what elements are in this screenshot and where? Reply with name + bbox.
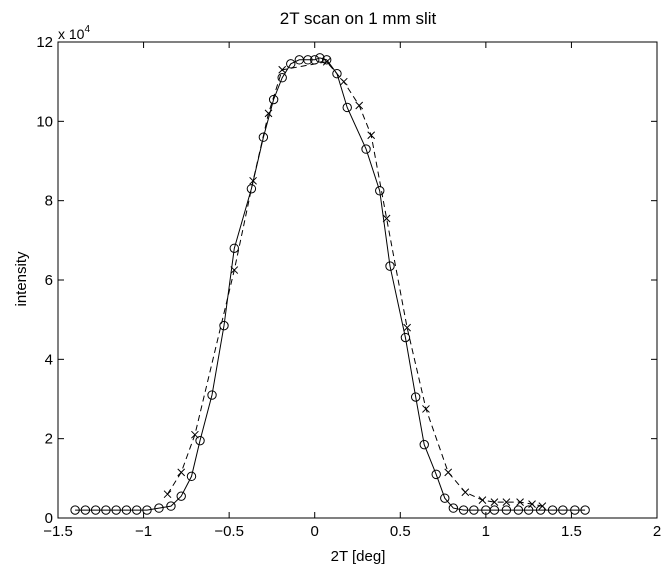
series-2-line [167,61,543,507]
x-axis-label: 2T [deg] [331,548,386,565]
series-2-point [478,496,487,505]
series-1-point [286,59,296,69]
series-2-point [249,176,257,185]
series-1-point [90,505,101,515]
series-2-point [355,101,364,110]
series-1-point [166,501,176,511]
series-1-point [501,505,512,515]
series-1-point [375,186,385,196]
series-1-point [246,184,257,194]
x-tick-label: 0.5 [390,523,411,540]
x-tick-label: 2 [653,523,661,540]
series-1-point [570,505,580,515]
series-1-point [558,505,568,515]
x-tick-label: −0.5 [214,523,244,540]
y-axis-ticks: 0 2 4 6 8 10 12 [36,34,657,527]
x-tick-label: −1.5 [43,523,73,540]
x-tick-label: 0 [311,523,319,540]
series-1-point [268,94,279,105]
y-tick-label: 6 [45,272,53,289]
series-2-point [422,405,430,413]
series-2-point [490,498,499,506]
series-1-point [80,505,91,515]
series-2-point [163,490,172,499]
y-tick-label: 12 [36,34,53,51]
plot-frame [57,41,658,519]
series-1-point [101,505,111,515]
series-1-point [385,261,395,271]
series-2-point [403,323,411,332]
x-tick-label: −1 [135,523,152,540]
series-2-point [538,502,547,510]
series-1-point [70,505,80,515]
series-1-point [419,439,429,450]
series-1-point [229,243,239,253]
series-2-point [367,131,376,140]
series-1-point [489,505,500,515]
series-1-line [75,57,586,511]
series-1-point [154,503,164,513]
series-1-point [277,73,287,83]
series-1-point [580,505,590,515]
series-2-point [322,57,331,66]
series-1-point [440,493,450,503]
series-1 [70,53,590,515]
series-1-point [207,390,217,400]
series-2-point [382,214,391,223]
series-2-point [516,498,524,506]
series-2-point [230,266,239,274]
y-tick-label: 2 [45,431,53,448]
y-tick-label: 10 [36,113,53,130]
series-1-point [111,505,121,515]
series-2-point [528,500,536,508]
series-2-point [444,468,453,477]
series-1-point [332,69,342,79]
series-1-point [547,505,558,515]
y-tick-label: 0 [45,510,53,527]
series-2-point [278,65,287,74]
series-2-point [502,498,511,506]
series-1-point [342,102,352,113]
y-axis-label: intensity [13,251,30,307]
chart-title: 2T scan on 1 mm slit [280,9,437,28]
series-1-point [121,505,132,515]
series-1-point [219,320,229,331]
series-2 [163,57,547,510]
series-1-point [303,55,313,65]
x-axis-ticks: −1.5 −1 −0.5 0 0.5 1 1.5 2 [43,42,661,540]
series-1-point [195,435,205,446]
x-tick-label: 1 [482,523,490,540]
series-1-point [513,505,524,515]
series-1-point [458,505,469,515]
series-1-point [410,392,421,402]
series-1-point [400,332,411,343]
x-tick-label: 1.5 [561,523,582,540]
series-1-point [321,55,332,65]
series-1-point [176,491,186,501]
series-1-point [186,471,197,482]
series-1-point [448,503,459,513]
series-1-point [132,505,142,515]
series-1-point [258,132,269,142]
y-tick-label: 8 [45,193,53,210]
series-1-point [431,469,441,480]
series-2-point [177,468,186,477]
series-1-point [469,505,479,515]
plot-frame-rect [57,41,658,519]
y-tick-label: 4 [45,351,53,368]
y-axis-exponent: x 104 [58,24,90,42]
series-2-point [461,488,470,497]
series-2-point [264,109,273,118]
series-1-point [142,505,152,515]
series-2-point [339,77,348,86]
series-1-point [315,53,325,63]
plot-series [70,53,590,515]
series-2-point [191,430,199,439]
series-1-point [361,144,371,154]
series-1-point [523,505,534,515]
